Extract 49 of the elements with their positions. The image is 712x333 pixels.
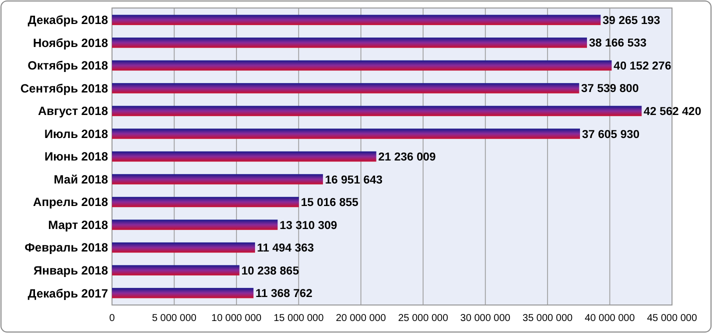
y-tick-label: Май 2018 (54, 172, 108, 186)
bar (112, 242, 256, 253)
x-tick-label: 0 (109, 313, 116, 324)
data-label: 21 236 009 (378, 152, 436, 164)
data-label: 38 166 533 (588, 38, 647, 50)
data-label: 15 016 855 (300, 197, 360, 210)
bar (112, 174, 323, 184)
x-tick-label: 15 000 000 (274, 313, 324, 324)
data-label: 11 494 363 (257, 242, 314, 255)
y-tick-label: Октябрь 2018 (28, 58, 108, 73)
y-tick-label: Июль 2018 (44, 126, 108, 141)
bar (112, 128, 580, 139)
bar (112, 196, 299, 208)
x-tick-label: 10 000 000 (211, 313, 262, 324)
y-tick-label: Апрель 2018 (33, 195, 108, 210)
bar (112, 38, 587, 48)
data-label: 40 152 276 (614, 60, 672, 72)
x-tick-label: 35 000 000 (522, 313, 574, 324)
data-label: 10 238 865 (241, 265, 300, 278)
bar (112, 106, 642, 116)
x-tick-label: 40 000 000 (584, 313, 636, 324)
x-tick-label: 20 000 000 (336, 313, 386, 324)
bar (112, 151, 376, 162)
data-label: 13 310 309 (280, 220, 338, 232)
y-tick-label: Февраль 2018 (24, 240, 108, 255)
x-tick-label: 45 000 000 (646, 313, 698, 324)
bar (112, 14, 601, 26)
y-tick-label: Сентябрь 2018 (20, 81, 108, 96)
y-tick-label: Ноябрь 2018 (33, 36, 108, 50)
x-tick-label: 30 000 000 (460, 313, 511, 324)
bar (112, 288, 254, 298)
data-label: 42 562 420 (644, 106, 702, 118)
y-tick-label: Июнь 2018 (44, 150, 108, 164)
bar (112, 220, 278, 230)
data-label: 11 368 762 (255, 288, 312, 300)
y-tick-label: Январь 2018 (33, 263, 108, 278)
x-tick-label: 5 000 000 (152, 313, 197, 324)
bar (112, 60, 612, 71)
y-tick-label: Март 2018 (48, 218, 108, 232)
x-tick-label: 25 000 000 (398, 313, 449, 324)
data-label: 37 605 930 (582, 128, 640, 141)
bar (112, 83, 580, 94)
y-tick-label: Декабрь 2018 (28, 13, 108, 28)
y-tick-label: Декабрь 2017 (28, 286, 108, 300)
data-label: 16 951 643 (324, 174, 383, 186)
data-label: 39 265 193 (602, 14, 660, 27)
data-label: 37 539 800 (581, 83, 639, 96)
bar (112, 265, 240, 276)
y-tick-label: Август 2018 (38, 104, 108, 118)
